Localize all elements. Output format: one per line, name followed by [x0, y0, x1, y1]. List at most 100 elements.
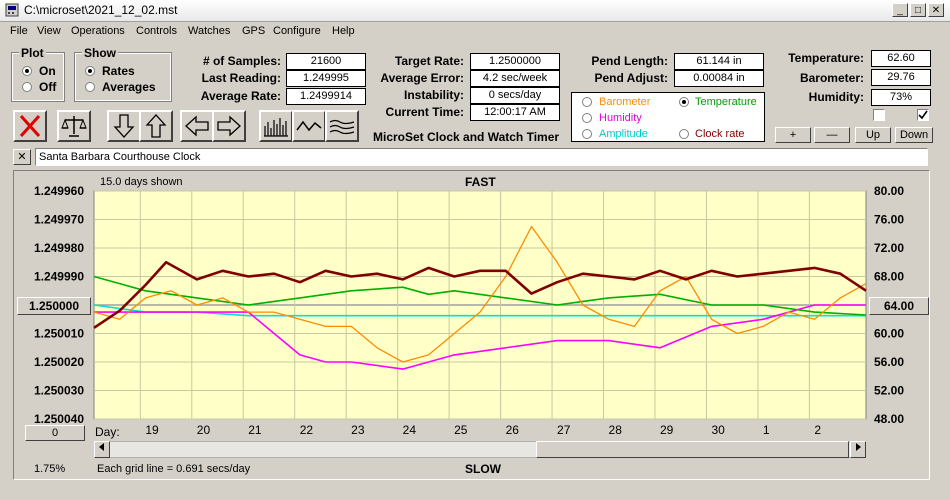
arrow-up-button[interactable] — [139, 110, 173, 142]
plot-on-label: On — [39, 64, 56, 78]
scroll-left-icon — [99, 443, 104, 451]
show-rates-label: Rates — [102, 64, 135, 78]
scroll-thumb[interactable] — [536, 441, 849, 458]
minus-button[interactable]: — — [814, 127, 850, 143]
avg-error-field: 4.2 sec/week — [470, 70, 560, 87]
clock-name-field[interactable]: Santa Barbara Courthouse Clock — [35, 148, 928, 166]
left-tick-label: 1.249970 — [34, 213, 84, 227]
temperature-radio[interactable] — [679, 97, 689, 107]
show-group-title: Show — [82, 46, 118, 60]
wave-icon — [296, 120, 322, 132]
amplitude-series-line — [93, 304, 866, 317]
current-time-field: 12:00:17 AM — [470, 104, 560, 121]
show-averages-radio[interactable] — [85, 82, 95, 92]
right-tick-label: 72.00 — [874, 241, 904, 255]
percent-label: 1.75% — [34, 463, 66, 475]
samples-label: # of Samples: — [202, 54, 281, 68]
last-reading-field: 1.249995 — [286, 70, 366, 87]
left-tick-label: 1.250030 — [34, 384, 84, 398]
barometer-series-line — [93, 225, 867, 363]
day-tick-label: 25 — [454, 423, 468, 437]
instability-field: 0 secs/day — [470, 87, 560, 104]
multi-wave-icon — [329, 119, 355, 135]
averages-view-button[interactable] — [325, 110, 359, 142]
menu-configure[interactable]: Configure — [273, 25, 321, 37]
plus-button[interactable]: + — [775, 127, 811, 143]
up-button[interactable]: Up — [855, 127, 891, 143]
avg-rate-label: Average Rate: — [200, 89, 281, 103]
humidity-radio[interactable] — [582, 113, 592, 123]
humidity-option: Humidity — [599, 112, 642, 124]
scroll-right-icon — [856, 443, 861, 451]
pend-length-label: Pend Length: — [591, 54, 668, 68]
arrow-up-icon — [145, 114, 167, 138]
arrow-right-button[interactable] — [212, 110, 246, 142]
arrow-right-icon — [217, 115, 241, 137]
env-checkbox-1[interactable] — [873, 109, 885, 121]
day-tick-label: 23 — [351, 423, 365, 437]
amplitude-radio[interactable] — [582, 129, 592, 139]
clock-rate-radio[interactable] — [679, 129, 689, 139]
down-button[interactable]: Down — [895, 127, 933, 143]
menu-operations[interactable]: Operations — [71, 25, 125, 37]
bottom-left-button[interactable]: 0 — [25, 425, 85, 441]
show-group — [74, 52, 172, 102]
scroll-left-button[interactable] — [94, 441, 110, 458]
right-center-button[interactable]: 64.00 — [869, 297, 929, 315]
clear-clock-button[interactable]: ✕ — [13, 149, 31, 165]
menu-help[interactable]: Help — [332, 25, 355, 37]
temperature-label: Temperature: — [788, 51, 864, 65]
plot-group-title: Plot — [19, 46, 46, 60]
left-tick-label: 1.249960 — [34, 184, 84, 198]
left-center-button[interactable]: 1.250000 — [17, 297, 91, 315]
day-tick-label: 29 — [660, 423, 674, 437]
barometer-radio[interactable] — [582, 97, 592, 107]
plot-off-radio[interactable] — [22, 82, 32, 92]
menu-view[interactable]: View — [37, 25, 61, 37]
right-tick-label: 48.00 — [874, 412, 904, 426]
scroll-right-button[interactable] — [850, 441, 866, 458]
right-tick-label: 76.00 — [874, 213, 904, 227]
clock-rate-option: Clock rate — [695, 128, 745, 140]
arrow-left-icon — [185, 115, 209, 137]
samples-field: 21600 — [286, 53, 366, 70]
series-select-box — [571, 92, 765, 142]
days-shown-label: 15.0 days shown — [100, 176, 183, 188]
day-tick-label: 2 — [814, 423, 821, 437]
temperature-option: Temperature — [695, 96, 757, 108]
plot-on-radio[interactable] — [22, 66, 32, 76]
scale-icon — [61, 116, 87, 137]
left-tick-label: 1.250040 — [34, 412, 84, 426]
temperature-field: 62.60 — [871, 50, 931, 67]
close-window-button[interactable]: ✕ — [928, 3, 944, 17]
last-reading-label: Last Reading: — [201, 71, 281, 85]
right-tick-label: 80.00 — [874, 184, 904, 198]
bars-view-button[interactable] — [259, 110, 293, 142]
right-tick-label: 68.00 — [874, 270, 904, 284]
menu-controls[interactable]: Controls — [136, 25, 177, 37]
maximize-button[interactable]: □ — [910, 3, 926, 17]
day-tick-label: 22 — [300, 423, 314, 437]
barometer-label: Barometer: — [799, 71, 864, 85]
pend-adjust-field: 0.00084 in — [674, 70, 764, 87]
pend-length-field: 61.144 in — [674, 53, 764, 70]
fast-label: FAST — [465, 175, 496, 189]
grid-note: Each grid line = 0.691 secs/day — [97, 463, 251, 475]
left-tick-label: 1.249980 — [34, 241, 84, 255]
menu-bar: File View Operations Controls Watches GP… — [0, 22, 950, 41]
left-tick-label: 1.250020 — [34, 355, 84, 369]
menu-watches[interactable]: Watches — [188, 25, 231, 37]
balance-button[interactable] — [57, 110, 91, 142]
day-tick-label: 30 — [711, 423, 725, 437]
right-tick-label: 60.00 — [874, 327, 904, 341]
minimize-button[interactable]: _ — [892, 3, 908, 17]
menu-file[interactable]: File — [10, 25, 28, 37]
bar-chart-icon — [264, 118, 288, 137]
menu-gps[interactable]: GPS — [242, 25, 266, 37]
barometer-option: Barometer — [599, 96, 651, 108]
stop-button[interactable] — [13, 110, 47, 142]
show-rates-radio[interactable] — [85, 66, 95, 76]
show-averages-label: Averages — [102, 80, 156, 94]
env-checkbox-2[interactable] — [917, 109, 929, 121]
day-tick-label: 21 — [248, 423, 262, 437]
